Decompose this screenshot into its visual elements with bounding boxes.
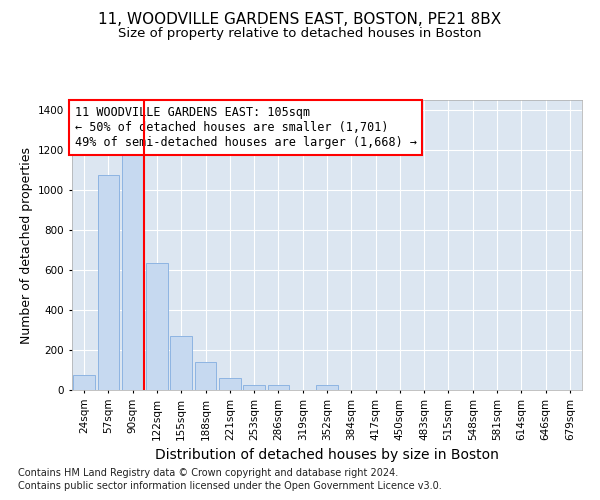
Bar [122, 120, 143, 390]
Bar [219, 378, 241, 390]
Bar [170, 336, 192, 390]
Bar [268, 385, 289, 390]
Text: 11 WOODVILLE GARDENS EAST: 105sqm
← 50% of detached houses are smaller (1,701)
4: 11 WOODVILLE GARDENS EAST: 105sqm ← 50% … [74, 106, 416, 149]
Bar [97, 175, 119, 390]
Text: 11, WOODVILLE GARDENS EAST, BOSTON, PE21 8BX: 11, WOODVILLE GARDENS EAST, BOSTON, PE21… [98, 12, 502, 28]
Text: Contains public sector information licensed under the Open Government Licence v3: Contains public sector information licen… [18, 481, 442, 491]
Bar [194, 362, 217, 390]
Bar [316, 385, 338, 390]
Text: Contains HM Land Registry data © Crown copyright and database right 2024.: Contains HM Land Registry data © Crown c… [18, 468, 398, 477]
X-axis label: Distribution of detached houses by size in Boston: Distribution of detached houses by size … [155, 448, 499, 462]
Bar [243, 385, 265, 390]
Y-axis label: Number of detached properties: Number of detached properties [20, 146, 32, 344]
Bar [146, 263, 168, 390]
Text: Size of property relative to detached houses in Boston: Size of property relative to detached ho… [118, 28, 482, 40]
Bar [73, 375, 95, 390]
